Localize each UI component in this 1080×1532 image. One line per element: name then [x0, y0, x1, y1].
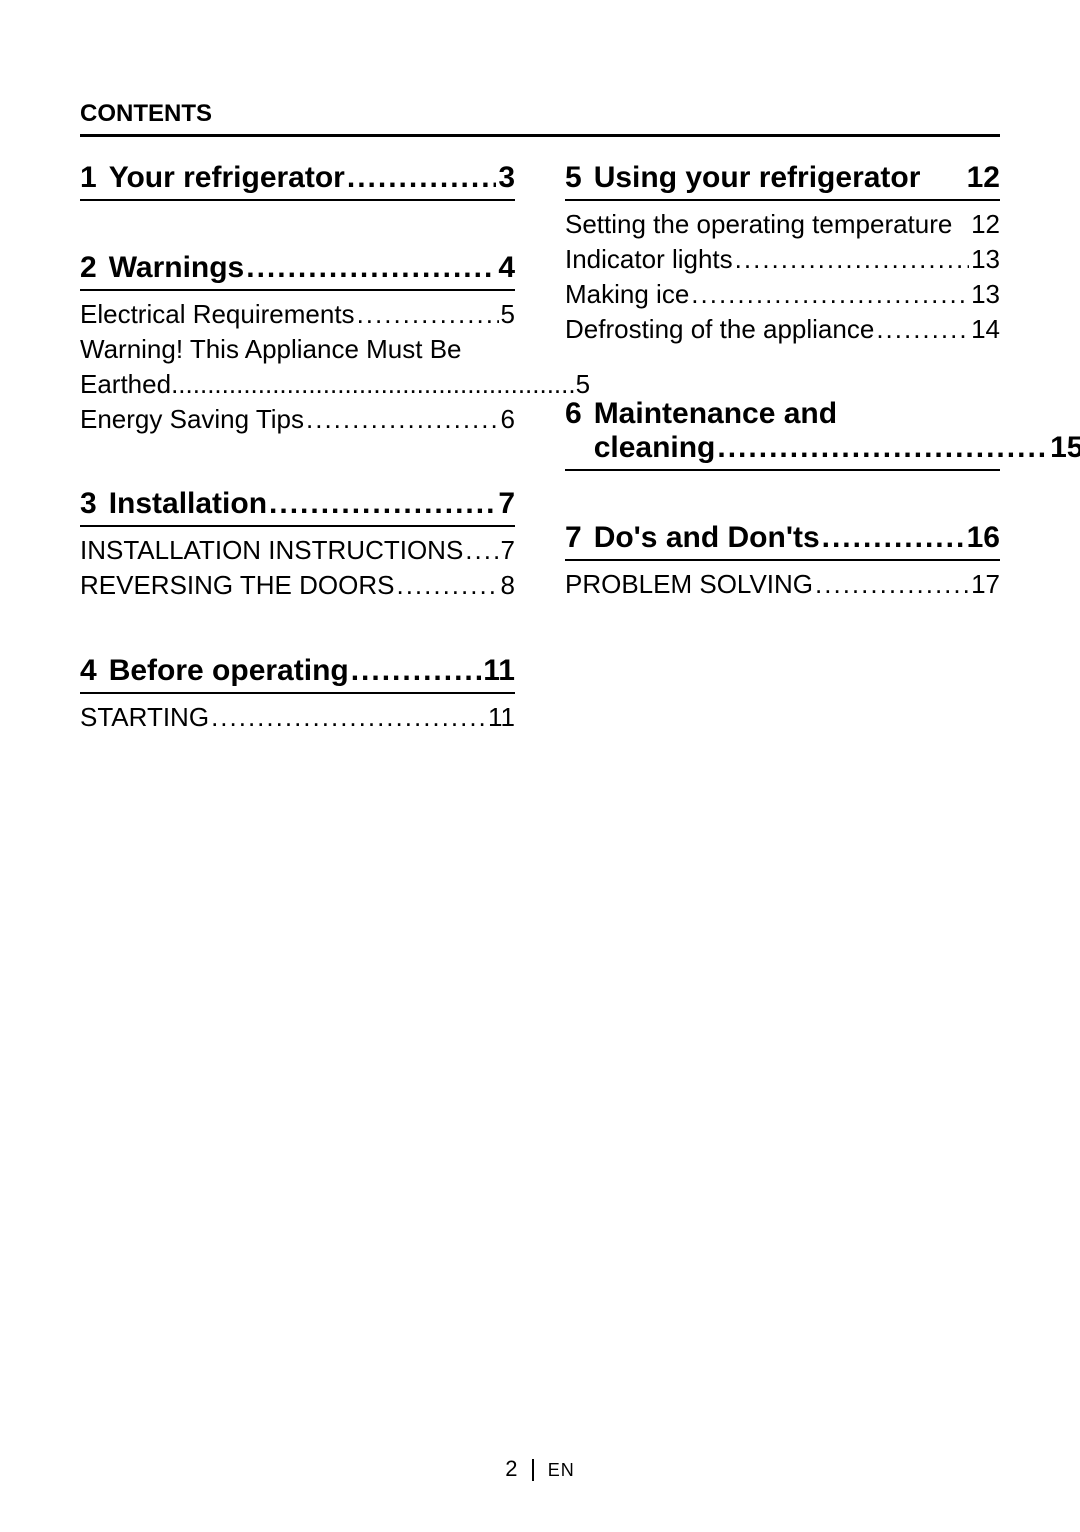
- leader-dots: ........................................…: [396, 568, 498, 603]
- leader-dots: ................................: [246, 251, 496, 285]
- leader-dots: ................................: [269, 487, 496, 521]
- section-page: 11: [483, 654, 515, 688]
- toc-entry[interactable]: STARTING................................…: [80, 700, 515, 735]
- leader-dots: ........................................…: [306, 402, 499, 437]
- toc-entry[interactable]: PROBLEM SOLVING.........................…: [565, 567, 1000, 602]
- page-footer: 2 EN: [0, 1456, 1080, 1482]
- section-title: Warnings: [109, 251, 245, 285]
- section-title: Installation: [109, 487, 267, 521]
- entry-page: 12: [971, 207, 1000, 242]
- toc-section: 5Using your refrigerator12Setting the op…: [565, 161, 1000, 347]
- footer-page-number: 2: [505, 1456, 517, 1481]
- toc-entry[interactable]: Defrosting of the appliance.............…: [565, 312, 1000, 347]
- toc-section: 4 Before operating.......................…: [80, 654, 515, 735]
- entry-page: 13: [971, 277, 1000, 312]
- section-page: 3: [498, 161, 515, 195]
- entry-page: 11: [488, 700, 515, 735]
- section-title: Before operating: [109, 654, 349, 688]
- leader-dots: ................................: [351, 654, 482, 688]
- entry-title: Defrosting of the appliance: [565, 312, 874, 347]
- toc-left-column: 1 Your refrigerator .....................…: [80, 161, 515, 785]
- toc-section: 6Maintenance andcleaning................…: [565, 397, 1000, 471]
- entry-page: 7: [501, 533, 515, 568]
- toc-section-heading[interactable]: 3 Installation...........................…: [80, 487, 515, 527]
- toc-section: 1 Your refrigerator .....................…: [80, 161, 515, 201]
- entry-page: 17: [971, 567, 1000, 602]
- entry-title-line1: Warning! This Appliance Must Be: [80, 332, 515, 367]
- entry-page: 6: [501, 402, 515, 437]
- footer-language: EN: [548, 1460, 575, 1480]
- entry-title: Setting the operating temperature: [565, 207, 952, 242]
- toc-entry[interactable]: Indicator lights........................…: [565, 242, 1000, 277]
- toc-section-heading[interactable]: 5 Using your refrigerator 12: [565, 161, 1000, 201]
- toc-entry[interactable]: Setting the operating temperature 12: [565, 207, 1000, 242]
- toc-section: 3 Installation...........................…: [80, 487, 515, 603]
- entry-page: 13: [971, 242, 1000, 277]
- toc-entry[interactable]: REVERSING THE DOORS.....................…: [80, 568, 515, 603]
- section-number: 3: [80, 487, 97, 521]
- entry-title: PROBLEM SOLVING: [565, 567, 813, 602]
- entry-title: REVERSING THE DOORS: [80, 568, 394, 603]
- toc-section-heading[interactable]: 7 Do's and Don'ts........................…: [565, 521, 1000, 561]
- footer-separator: [532, 1459, 534, 1481]
- leader-dots: ................................: [822, 521, 965, 555]
- section-title-line2: cleaning: [594, 431, 716, 465]
- section-number: 5: [565, 161, 582, 195]
- section-title: Do's and Don'ts: [594, 521, 820, 555]
- leader-dots: ........................................…: [876, 312, 969, 347]
- leader-dots: ........................................…: [357, 297, 499, 332]
- section-number: 1: [80, 161, 97, 195]
- entry-title-line2: Earthed: [80, 367, 171, 402]
- section-page: 7: [498, 487, 515, 521]
- leader-dots: ................................: [347, 161, 496, 195]
- toc-section-heading[interactable]: 6Maintenance andcleaning................…: [565, 397, 1000, 471]
- entry-page: 14: [971, 312, 1000, 347]
- section-page: 4: [498, 251, 515, 285]
- toc-section: 2 Warnings...............................…: [80, 251, 515, 437]
- entry-title: Energy Saving Tips: [80, 402, 304, 437]
- leader-dots: ........................................…: [735, 242, 969, 277]
- toc-entry[interactable]: Electrical Requirements.................…: [80, 297, 515, 332]
- section-page: 15: [1050, 431, 1080, 465]
- entry-title: Indicator lights: [565, 242, 733, 277]
- section-number: 4: [80, 654, 97, 688]
- leader-dots: ........................................…: [171, 367, 576, 402]
- toc-entry[interactable]: INSTALLATION INSTRUCTIONS...............…: [80, 533, 515, 568]
- entry-page: 8: [501, 568, 515, 603]
- section-title: Your refrigerator: [109, 161, 345, 195]
- entry-page: 5: [501, 297, 515, 332]
- toc-section-heading[interactable]: 4 Before operating.......................…: [80, 654, 515, 694]
- toc-section-heading[interactable]: 2 Warnings...............................…: [80, 251, 515, 291]
- toc-entry[interactable]: Making ice..............................…: [565, 277, 1000, 312]
- leader-dots: ........................................…: [815, 567, 969, 602]
- leader-dots: ........................................…: [211, 700, 486, 735]
- entry-title: STARTING: [80, 700, 209, 735]
- toc-entry[interactable]: Warning! This Appliance Must BeEarthed..…: [80, 332, 515, 402]
- section-number: 6: [565, 397, 582, 431]
- toc-section-heading[interactable]: 1 Your refrigerator .....................…: [80, 161, 515, 201]
- toc-right-column: 5Using your refrigerator12Setting the op…: [565, 161, 1000, 785]
- section-title: Using your refrigerator: [594, 161, 921, 195]
- leader-dots: ................................: [717, 431, 1048, 465]
- section-number: 7: [565, 521, 582, 555]
- leader-dots: ........................................…: [465, 533, 498, 568]
- section-page: 16: [967, 521, 1000, 555]
- section-number: 2: [80, 251, 97, 285]
- leader-dots: ........................................…: [691, 277, 969, 312]
- toc-entry[interactable]: Energy Saving Tips......................…: [80, 402, 515, 437]
- entry-title: Electrical Requirements: [80, 297, 355, 332]
- section-page: 12: [967, 161, 1000, 195]
- toc-columns: 1 Your refrigerator .....................…: [80, 161, 1000, 785]
- section-title-line1: Maintenance and: [594, 397, 1080, 431]
- contents-header: CONTENTS: [80, 100, 1000, 137]
- toc-section: 7 Do's and Don'ts........................…: [565, 521, 1000, 602]
- entry-title: Making ice: [565, 277, 689, 312]
- entry-title: INSTALLATION INSTRUCTIONS: [80, 533, 463, 568]
